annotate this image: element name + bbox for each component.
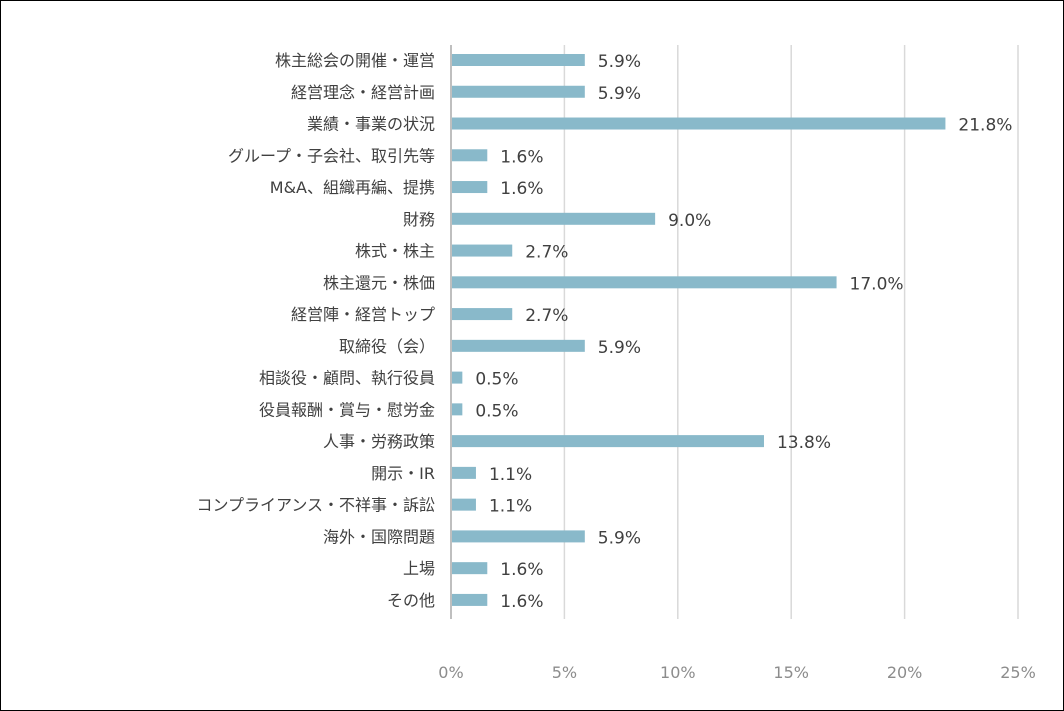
- category-label: 人事・労務政策: [323, 432, 435, 451]
- x-tick-label: 0%: [438, 663, 463, 682]
- bar: [452, 562, 488, 575]
- category-label: M&A、組織再編、提携: [270, 178, 435, 197]
- data-label: 5.9%: [598, 52, 641, 72]
- bar: [452, 530, 585, 543]
- x-tick-label: 15%: [773, 663, 809, 682]
- x-tick-label: 5%: [552, 663, 577, 682]
- data-label: 1.6%: [500, 147, 543, 167]
- category-label: 経営陣・経営トップ: [291, 305, 435, 324]
- data-label: 9.0%: [668, 211, 711, 231]
- data-label: 2.7%: [525, 243, 568, 263]
- bar: [452, 308, 513, 321]
- bar: [452, 435, 764, 448]
- data-label: 21.8%: [958, 116, 1012, 136]
- category-label: 相談役・顧問、執行役員: [259, 369, 435, 388]
- category-label: 株主総会の開催・運営: [275, 51, 435, 70]
- bar: [452, 181, 488, 194]
- bar: [452, 276, 837, 289]
- category-label: その他: [387, 591, 435, 610]
- data-label: 5.9%: [598, 338, 641, 358]
- data-label: 0.5%: [475, 370, 518, 390]
- category-label: 取締役（会）: [339, 337, 435, 356]
- data-label: 5.9%: [598, 528, 641, 548]
- bar: [452, 339, 585, 352]
- data-label: 17.0%: [850, 274, 904, 294]
- bar: [452, 54, 585, 66]
- data-label: 1.6%: [500, 179, 543, 199]
- category-label: 上場: [403, 559, 435, 578]
- x-axis-ticks: 0% 5% 10% 15% 20% 25%: [438, 663, 1035, 682]
- x-tick-label: 25%: [1000, 663, 1036, 682]
- bar: [452, 212, 656, 225]
- bar: [452, 149, 488, 162]
- data-label: 1.6%: [500, 560, 543, 580]
- data-label: 5.9%: [598, 84, 641, 104]
- bar: [452, 85, 585, 98]
- category-label: グループ・子会社、取引先等: [228, 146, 435, 165]
- category-labels: 株主総会の開催・運営経営理念・経営計画業績・事業の状況グループ・子会社、取引先等…: [196, 51, 435, 610]
- bar: [452, 403, 463, 416]
- gridlines: [450, 45, 1019, 619]
- bar: [452, 498, 476, 511]
- data-label: 1.6%: [500, 592, 543, 612]
- data-label: 1.1%: [489, 465, 532, 485]
- category-label: 役員報酬・賞与・慰労金: [259, 400, 435, 419]
- data-label: 13.8%: [777, 433, 831, 453]
- bar: [452, 593, 488, 606]
- bars: [452, 54, 946, 606]
- category-label: 経営理念・経営計画: [291, 83, 435, 102]
- category-label: 開示・IR: [371, 464, 435, 483]
- data-label: 2.7%: [525, 306, 568, 326]
- bar: [452, 371, 463, 384]
- data-labels: 5.9% 5.9% 21.8% 1.6% 1.6% 9.0% 2.7% 17.0% 2.7% 5.…: [475, 52, 1012, 612]
- bar: [452, 466, 476, 479]
- category-label: 株式・株主: [355, 242, 435, 261]
- category-label: 業績・事業の状況: [307, 115, 435, 134]
- data-label: 0.5%: [475, 401, 518, 421]
- category-label: 海外・国際問題: [323, 527, 435, 546]
- category-label: 株主還元・株価: [323, 273, 435, 292]
- x-tick-label: 10%: [660, 663, 696, 682]
- category-label: 財務: [403, 210, 435, 229]
- x-tick-label: 20%: [887, 663, 923, 682]
- bar: [452, 117, 946, 130]
- bar: [452, 244, 513, 257]
- data-label: 1.1%: [489, 497, 532, 517]
- category-label: コンプライアンス・不祥事・訴訟: [196, 496, 435, 515]
